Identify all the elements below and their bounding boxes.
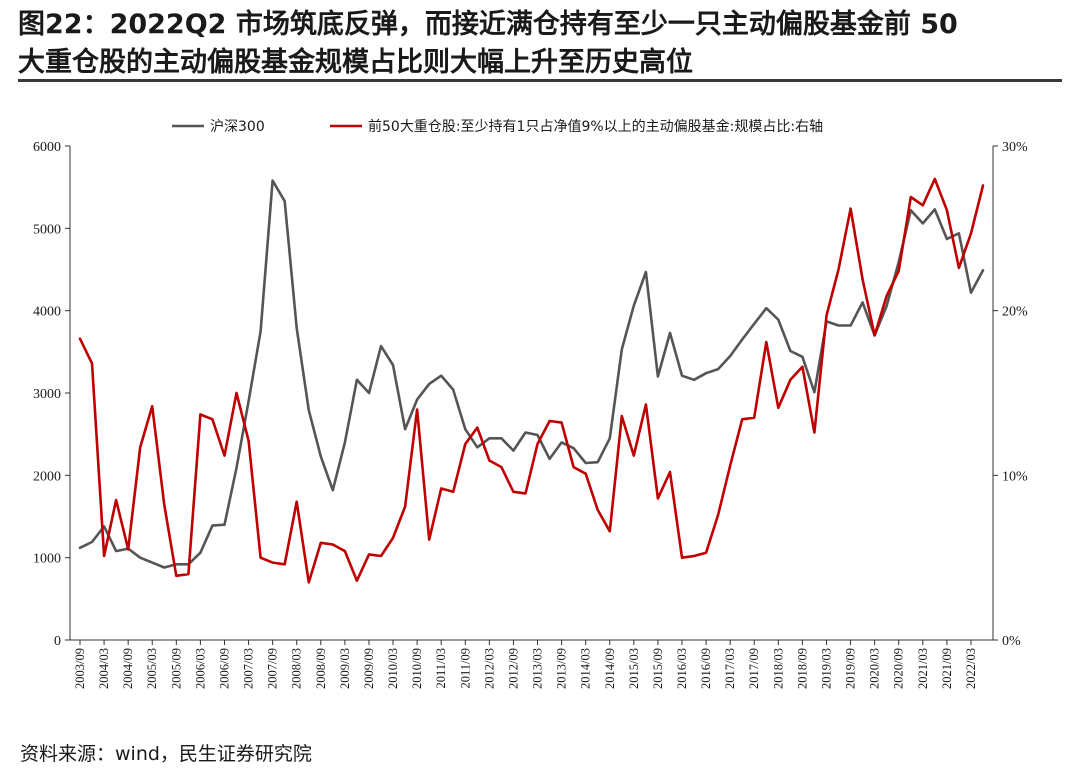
x-axis-tick-label: 2020/03: [868, 648, 882, 689]
x-axis-tick-label: 2003/09: [73, 648, 87, 689]
series-line-hs300: [78, 179, 985, 569]
x-axis-tick-label: 2007/03: [242, 648, 256, 689]
x-axis-tick-label: 2011/03: [434, 648, 448, 689]
x-axis-tick-label: 2010/09: [410, 648, 424, 689]
left-axis-tick-label: 2000: [33, 469, 61, 484]
x-axis-tick-label: 2006/09: [217, 648, 231, 689]
x-axis-tick-label: 2008/03: [290, 648, 304, 689]
x-axis-tick-label: 2017/03: [723, 648, 737, 689]
x-axis-tick-label: 2005/03: [145, 648, 159, 689]
x-axis-tick-label: 2020/09: [892, 648, 906, 689]
figure-title-line-1: 图22：2022Q2 市场筑底反弹，而接近满仓持有至少一只主动偏股基金前 50: [18, 9, 958, 40]
x-axis-tick-label: 2015/09: [651, 648, 665, 689]
x-axis-tick-label: 2006/03: [193, 648, 207, 689]
x-axis-tick-label: 2013/09: [555, 648, 569, 689]
x-axis-tick-label: 2018/03: [771, 648, 785, 689]
title-divider: [18, 79, 1062, 82]
x-axis-tick-label: 2014/09: [603, 648, 617, 689]
x-axis-tick-label: 2016/09: [699, 648, 713, 689]
legend-top50-ratio-label: 前50大重仓股:至少持有1只占净值9%以上的主动偏股基金:规模占比:右轴: [368, 118, 823, 135]
x-axis-tick-label: 2012/09: [506, 648, 520, 689]
x-axis-tick-label: 2004/09: [121, 648, 135, 689]
x-axis-tick-label: 2018/09: [795, 648, 809, 689]
x-axis-tick-label: 2004/03: [97, 648, 111, 689]
right-axis-tick-label: 20%: [1002, 305, 1028, 320]
x-axis-tick-label: 2019/09: [844, 648, 858, 689]
x-axis-tick-label: 2016/03: [675, 648, 689, 689]
x-axis-tick-label: 2007/09: [266, 648, 280, 689]
right-axis-tick-label: 30%: [1002, 140, 1028, 155]
right-axis-tick-label: 10%: [1002, 469, 1028, 484]
left-axis-tick-label: 5000: [33, 222, 61, 237]
legend-hs300-label: 沪深300: [210, 119, 265, 135]
x-axis-tick-label: 2010/03: [386, 648, 400, 689]
x-axis-tick-label: 2005/09: [169, 648, 183, 689]
x-axis-tick-label: 2015/03: [627, 648, 641, 689]
x-axis-tick-label: 2009/09: [362, 648, 376, 689]
left-axis-tick-label: 0: [54, 634, 61, 649]
left-axis-tick-label: 1000: [33, 552, 61, 567]
x-axis-tick-label: 2011/09: [458, 648, 472, 689]
x-axis-tick-label: 2012/03: [482, 648, 496, 689]
x-axis-tick-label: 2019/03: [819, 648, 833, 689]
figure-title-line-2: 大重仓股的主动偏股基金规模占比则大幅上升至历史高位: [18, 47, 693, 78]
x-axis-tick-label: 2009/03: [338, 648, 352, 689]
x-axis-tick-label: 2008/09: [314, 648, 328, 689]
x-axis-tick-label: 2021/03: [916, 648, 930, 689]
series-line-top50-ratio: [78, 177, 985, 584]
x-axis-tick-label: 2013/03: [531, 648, 545, 689]
x-axis-tick-label: 2014/03: [579, 648, 593, 689]
right-axis-tick-label: 0%: [1002, 634, 1021, 649]
source-note: 资料来源：wind，民生证券研究院: [20, 743, 312, 765]
left-axis-tick-label: 3000: [33, 387, 61, 402]
x-axis-tick-label: 2021/09: [940, 648, 954, 689]
x-axis-tick-label: 2022/03: [964, 648, 978, 689]
figure-title: 图22：2022Q2 市场筑底反弹，而接近满仓持有至少一只主动偏股基金前 50 …: [18, 6, 1062, 82]
left-axis-tick-label: 4000: [33, 305, 61, 320]
x-axis-tick-label: 2017/09: [747, 648, 761, 689]
left-axis-tick-label: 6000: [33, 140, 61, 155]
